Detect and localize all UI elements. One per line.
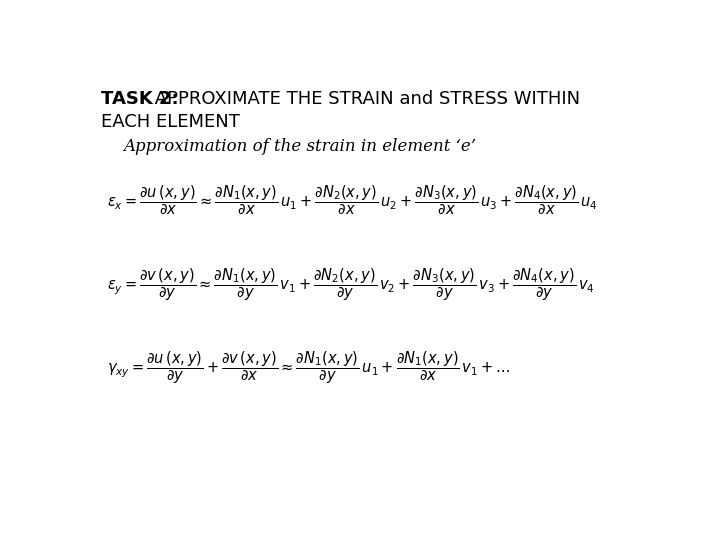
Text: Approximation of the strain in element ‘e’: Approximation of the strain in element ‘…	[124, 138, 477, 154]
Text: EACH ELEMENT: EACH ELEMENT	[101, 113, 240, 131]
Text: $\gamma_{xy} = \dfrac{\partial u\,(x,y)}{\partial y} + \dfrac{\partial v\,(x,y)}: $\gamma_{xy} = \dfrac{\partial u\,(x,y)}…	[107, 349, 510, 386]
Text: $\varepsilon_y = \dfrac{\partial v\,(x,y)}{\partial y} \approx \dfrac{\partial N: $\varepsilon_y = \dfrac{\partial v\,(x,y…	[107, 266, 595, 303]
Text: TASK 2:: TASK 2:	[101, 90, 179, 108]
Text: $\varepsilon_x = \dfrac{\partial u\,(x,y)}{\partial x} \approx \dfrac{\partial N: $\varepsilon_x = \dfrac{\partial u\,(x,y…	[107, 183, 598, 217]
Text: APPROXIMATE THE STRAIN and STRESS WITHIN: APPROXIMATE THE STRAIN and STRESS WITHIN	[148, 90, 580, 108]
